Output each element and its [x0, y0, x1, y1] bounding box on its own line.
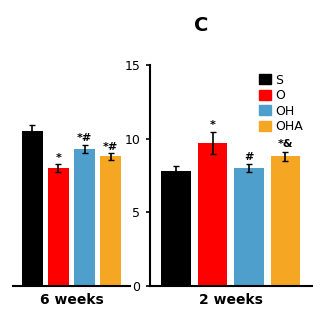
Text: *&: *& — [278, 139, 293, 150]
Bar — [234, 168, 264, 286]
Text: *: * — [56, 153, 61, 163]
X-axis label: 6 weeks: 6 weeks — [40, 293, 103, 307]
Bar — [21, 131, 43, 286]
Bar — [48, 168, 69, 286]
Text: *#: *# — [77, 133, 92, 143]
Bar — [161, 171, 191, 286]
Text: #: # — [244, 152, 254, 162]
Text: *#: *# — [103, 142, 118, 152]
Bar — [271, 156, 300, 286]
X-axis label: 2 weeks: 2 weeks — [199, 293, 263, 307]
Text: C: C — [194, 16, 209, 35]
Legend: S, O, OH, OHA: S, O, OH, OHA — [256, 71, 306, 136]
Bar — [74, 149, 95, 286]
Bar — [100, 156, 122, 286]
Text: *: * — [210, 120, 215, 130]
Bar — [198, 143, 227, 286]
